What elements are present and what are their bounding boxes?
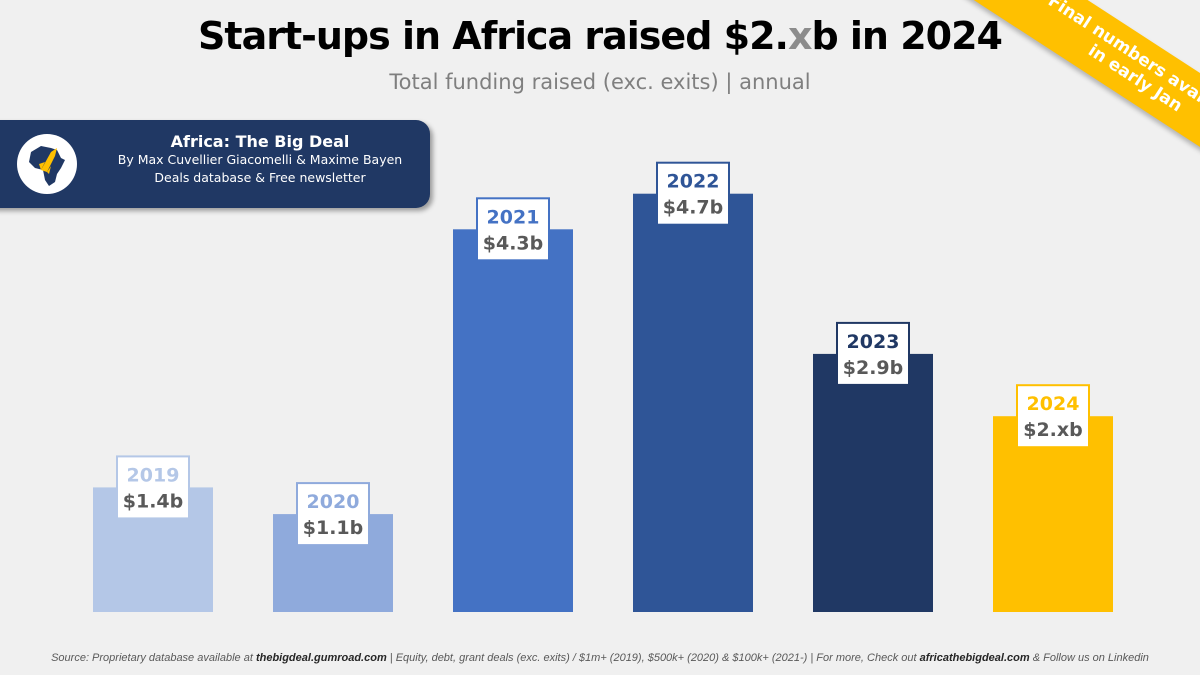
- value-label-2019: $1.4b: [123, 490, 183, 512]
- chart-subtitle: Total funding raised (exc. exits) | annu…: [389, 70, 811, 94]
- year-label-2019: 2019: [127, 464, 180, 486]
- brand-banner[interactable]: Africa: The Big Deal By Max Cuvellier Gi…: [0, 120, 430, 208]
- year-label-2023: 2023: [847, 331, 900, 353]
- title-text: Start-ups in Africa raised $2.: [198, 14, 789, 58]
- footer-text-3: & Follow us on Linkedin: [1029, 652, 1149, 664]
- bar-2023: [813, 353, 933, 612]
- title-unknown-digit: x: [787, 14, 812, 58]
- website-link[interactable]: africathebigdeal.com: [919, 652, 1030, 664]
- source-footer: Source: Proprietary database available a…: [0, 652, 1200, 664]
- year-label-2020: 2020: [307, 491, 360, 513]
- data-label-box-2022: [656, 161, 730, 226]
- footer-text-2: | Equity, debt, grant deals (exc. exits)…: [386, 652, 920, 664]
- value-label-2020: $1.1b: [303, 517, 363, 539]
- brand-name: Africa: The Big Deal: [170, 132, 350, 151]
- footer-text-1: Source: Proprietary database available a…: [51, 652, 256, 664]
- data-label-box-2024: [1016, 384, 1090, 449]
- bar-2024: [993, 416, 1113, 612]
- data-label-box-2020: [296, 482, 370, 547]
- year-label-2021: 2021: [487, 206, 540, 228]
- year-label-2024: 2024: [1027, 393, 1080, 415]
- data-label-box-2023: [836, 321, 910, 386]
- data-label-box-2021: [476, 197, 550, 262]
- data-label-box-2019: [116, 455, 190, 520]
- brand-tagline: Deals database & Free newsletter: [154, 170, 366, 185]
- value-label-2021: $4.3b: [483, 232, 543, 254]
- value-label-2024: $2.xb: [1023, 419, 1083, 441]
- value-label-2022: $4.7b: [663, 197, 723, 219]
- title-text-end: b in 2024: [811, 14, 1002, 58]
- africa-rocket-logo-icon: [17, 134, 77, 194]
- chart-title: Start-ups in Africa raised $2.xb in 2024: [0, 14, 1200, 58]
- bar-2021: [453, 229, 573, 613]
- brand-authors: By Max Cuvellier Giacomelli & Maxime Bay…: [117, 152, 403, 167]
- bar-2022: [633, 193, 753, 612]
- value-label-2023: $2.9b: [843, 357, 903, 379]
- gumroad-link[interactable]: thebigdeal.gumroad.com: [255, 652, 387, 664]
- year-label-2022: 2022: [667, 171, 720, 193]
